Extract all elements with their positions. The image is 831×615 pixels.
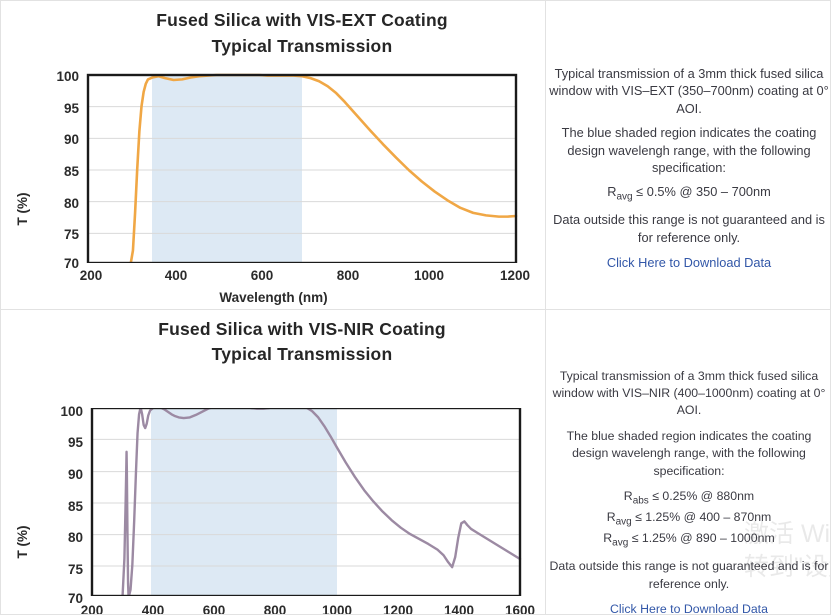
svg-text:T (%): T (%) [15,525,30,558]
svg-text:T (%): T (%) [15,193,30,226]
